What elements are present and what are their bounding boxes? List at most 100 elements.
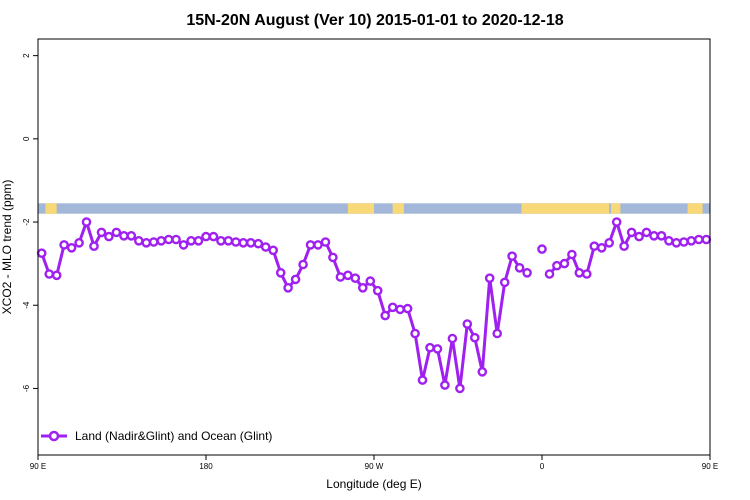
data-point [380, 310, 391, 321]
data-point [171, 234, 181, 245]
y-tick-label: 0 [22, 136, 31, 141]
y-tick-label: -4 [22, 301, 31, 309]
data-point [89, 241, 99, 251]
data-point [559, 258, 570, 269]
data-point [507, 251, 517, 262]
data-point [186, 235, 196, 246]
data-point [335, 272, 346, 282]
data-point [81, 217, 92, 227]
data-point [44, 269, 55, 279]
data-point [410, 328, 420, 339]
y-tick-label: 2 [22, 53, 31, 58]
data-point [492, 328, 503, 339]
legend-marker-swatch [48, 430, 60, 442]
data-point [208, 231, 219, 242]
data-point [425, 342, 435, 353]
data-point [104, 231, 114, 242]
data-point [679, 237, 689, 247]
data-point [260, 242, 271, 252]
data-point [432, 344, 443, 354]
data-point [283, 282, 293, 293]
data-point [604, 237, 615, 248]
x-tick-label: 90 E [702, 462, 718, 471]
data-point [372, 285, 383, 296]
data-point [245, 237, 256, 248]
data-point [469, 332, 480, 343]
land-span-2 [347, 203, 360, 214]
y-axis-label: XCO2 - MLO trend (ppm) [0, 180, 14, 315]
data-point [305, 240, 316, 250]
data-point [201, 231, 211, 242]
x-axis: 90 E 180 90 W 0 90 E [30, 455, 718, 471]
data-point [66, 242, 77, 253]
data-point [290, 274, 301, 285]
data-point [447, 333, 458, 344]
y-axis: 2 0 -2 -4 -6 [22, 53, 38, 392]
land-span-1 [47, 203, 55, 214]
land-span-7 [687, 203, 703, 214]
data-point [320, 237, 331, 247]
data-point [51, 270, 62, 281]
chart-title: 15N-20N August (Ver 10) 2015-01-01 to 20… [186, 12, 563, 29]
data-point [253, 238, 264, 249]
data-point [126, 230, 137, 241]
land-span-6 [611, 203, 621, 214]
data-point [641, 227, 652, 238]
data-point [417, 375, 428, 385]
data-point [328, 252, 338, 263]
data-point [664, 235, 674, 246]
data-point [649, 230, 659, 241]
data-point [298, 259, 308, 270]
data-point [455, 383, 465, 394]
data-point [216, 235, 226, 246]
x-tick-label: 0 [540, 462, 545, 471]
data-point [111, 227, 122, 238]
data-point [499, 277, 510, 288]
data-point [484, 273, 495, 284]
data-point [514, 262, 525, 273]
data-point [74, 237, 84, 248]
data-point [59, 240, 69, 250]
series-layer [36, 217, 712, 394]
data-point [626, 227, 637, 238]
legend: Land (Nadir&Glint) and Ocean (Glint) [41, 429, 272, 443]
x-axis-label: Longitude (deg E) [326, 477, 421, 491]
data-point [365, 276, 376, 286]
data-point [238, 237, 249, 248]
land-span-3 [359, 203, 374, 214]
data-point [402, 303, 413, 314]
data-point [440, 380, 450, 390]
data-point [268, 245, 279, 256]
data-point [567, 249, 577, 260]
series-line-segment-0 [40, 220, 528, 390]
data-point [671, 237, 682, 248]
data-point [611, 217, 622, 227]
data-point [537, 244, 547, 254]
y-tick-label: -6 [22, 384, 31, 392]
data-point [178, 240, 189, 250]
data-point [343, 270, 353, 281]
data-point [589, 241, 600, 251]
data-point [686, 235, 697, 246]
data-point [634, 231, 644, 242]
data-point [574, 267, 585, 278]
data-point [694, 234, 704, 245]
data-point [141, 237, 152, 248]
data-point [148, 237, 159, 247]
data-point [357, 282, 368, 293]
land-ocean-strip [38, 203, 710, 214]
legend-label: Land (Nadir&Glint) and Ocean (Glint) [75, 429, 272, 443]
data-point [231, 237, 241, 247]
data-point [544, 269, 555, 279]
data-point [156, 235, 166, 246]
data-point [596, 242, 607, 253]
data-point [552, 260, 562, 271]
data-point [522, 267, 532, 278]
data-point [36, 248, 47, 258]
data-point [619, 241, 629, 251]
data-point [133, 235, 144, 246]
land-span-4 [392, 203, 404, 214]
data-point [163, 234, 174, 245]
data-point [313, 240, 323, 250]
